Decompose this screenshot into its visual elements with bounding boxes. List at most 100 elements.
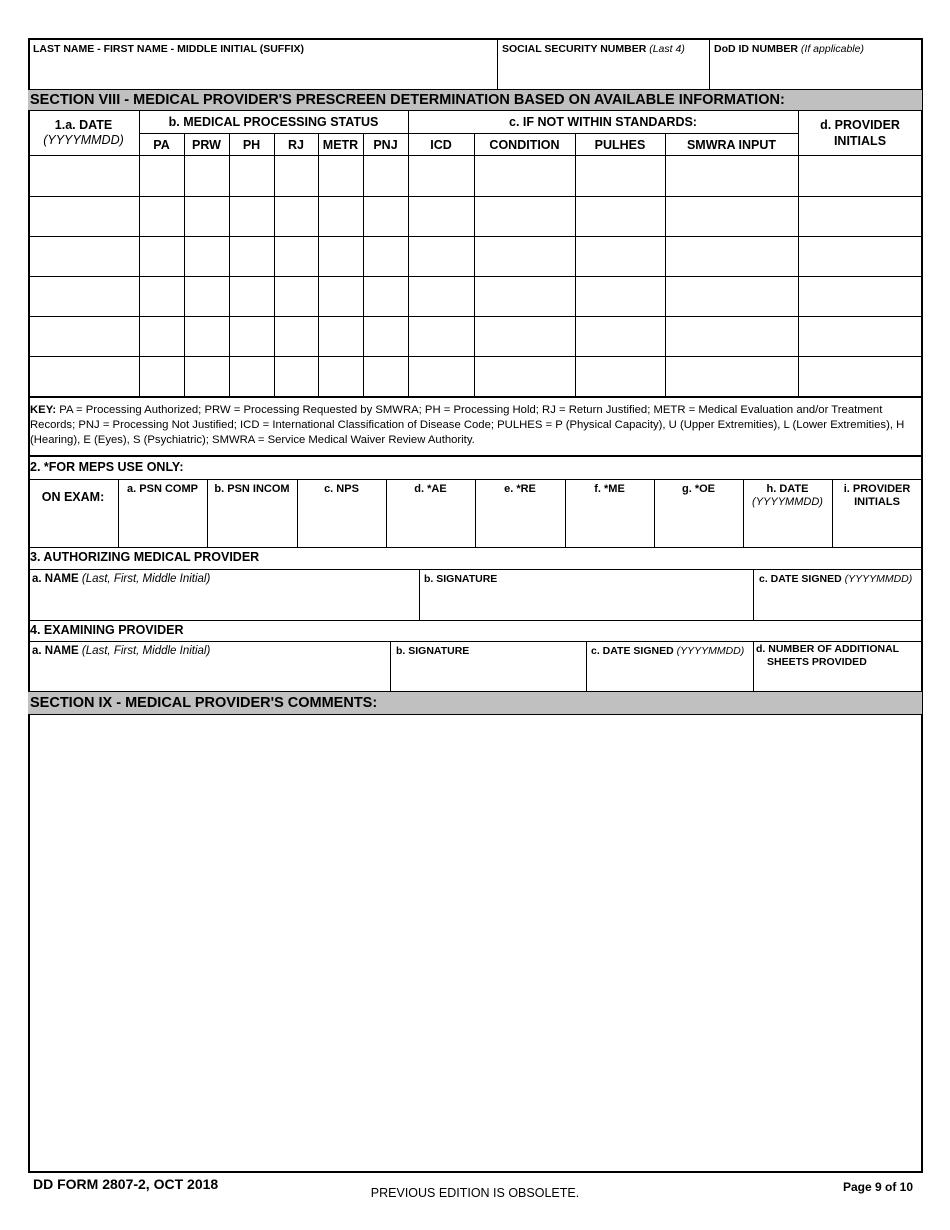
table-cell[interactable] xyxy=(275,357,317,395)
meps-field[interactable] xyxy=(208,512,296,546)
table-cell[interactable] xyxy=(29,237,138,275)
dod-id-field[interactable] xyxy=(711,58,921,88)
table-cell[interactable] xyxy=(185,357,228,395)
table-cell[interactable] xyxy=(799,317,921,355)
table-cell[interactable] xyxy=(475,277,574,315)
table-cell[interactable] xyxy=(230,156,273,195)
auth-name-field[interactable] xyxy=(30,588,418,619)
table-cell[interactable] xyxy=(319,237,362,275)
table-cell[interactable] xyxy=(799,156,921,195)
table-cell[interactable] xyxy=(140,156,183,195)
table-cell[interactable] xyxy=(666,237,797,275)
auth-name-text: a. NAME xyxy=(32,573,79,585)
table-cell[interactable] xyxy=(185,317,228,355)
table-cell[interactable] xyxy=(475,357,574,395)
table-cell[interactable] xyxy=(576,197,664,235)
table-cell[interactable] xyxy=(364,156,407,195)
table-cell[interactable] xyxy=(319,357,362,395)
auth-date-field[interactable] xyxy=(755,588,921,619)
table-cell[interactable] xyxy=(409,197,473,235)
sheets-count-field[interactable] xyxy=(755,668,921,690)
table-cell[interactable] xyxy=(475,197,574,235)
exam-name-field[interactable] xyxy=(30,661,389,690)
ssn-field[interactable] xyxy=(499,58,708,88)
table-cell[interactable] xyxy=(576,237,664,275)
table-cell[interactable] xyxy=(475,317,574,355)
exam-signature-field[interactable] xyxy=(392,661,585,690)
table-cell[interactable] xyxy=(230,197,273,235)
table-cell[interactable] xyxy=(29,277,138,315)
divider xyxy=(28,155,922,156)
meps-field[interactable] xyxy=(655,512,742,546)
table-cell[interactable] xyxy=(409,277,473,315)
table-cell[interactable] xyxy=(364,317,407,355)
table-cell[interactable] xyxy=(275,237,317,275)
table-cell[interactable] xyxy=(140,277,183,315)
divider xyxy=(139,110,140,396)
meps-field[interactable] xyxy=(387,512,474,546)
table-cell[interactable] xyxy=(140,197,183,235)
meps-field[interactable] xyxy=(566,512,653,546)
table-cell[interactable] xyxy=(364,277,407,315)
table-cell[interactable] xyxy=(185,197,228,235)
table-cell[interactable] xyxy=(230,237,273,275)
auth-signature-field[interactable] xyxy=(421,588,752,619)
table-cell[interactable] xyxy=(319,317,362,355)
comments-field[interactable] xyxy=(30,716,921,1171)
table-cell[interactable] xyxy=(29,357,138,395)
table-cell[interactable] xyxy=(799,357,921,395)
table-cell[interactable] xyxy=(319,156,362,195)
auth-date-hint: (YYYYMMDD) xyxy=(844,573,913,585)
table-cell[interactable] xyxy=(666,277,797,315)
ssn-hint: (Last 4) xyxy=(649,43,685,55)
table-cell[interactable] xyxy=(475,156,574,195)
table-cell[interactable] xyxy=(230,317,273,355)
table-cell[interactable] xyxy=(275,156,317,195)
table-cell[interactable] xyxy=(364,197,407,235)
table-cell[interactable] xyxy=(275,317,317,355)
table-cell[interactable] xyxy=(576,277,664,315)
meps-col-label: e. *RE xyxy=(504,483,536,495)
table-cell[interactable] xyxy=(29,317,138,355)
table-cell[interactable] xyxy=(275,277,317,315)
table-cell[interactable] xyxy=(140,237,183,275)
table-cell[interactable] xyxy=(799,197,921,235)
table-cell[interactable] xyxy=(666,357,797,395)
table-cell[interactable] xyxy=(799,277,921,315)
table-cell[interactable] xyxy=(666,197,797,235)
table-cell[interactable] xyxy=(475,237,574,275)
table-cell[interactable] xyxy=(409,156,473,195)
table-cell[interactable] xyxy=(185,156,228,195)
meps-field[interactable] xyxy=(298,512,385,546)
meps-field[interactable] xyxy=(833,512,921,546)
meps-field[interactable] xyxy=(744,512,831,546)
table-cell[interactable] xyxy=(364,357,407,395)
table-cell[interactable] xyxy=(799,237,921,275)
table-cell[interactable] xyxy=(409,357,473,395)
table-cell[interactable] xyxy=(666,156,797,195)
table-cell[interactable] xyxy=(185,237,228,275)
table-cell[interactable] xyxy=(666,317,797,355)
table-cell[interactable] xyxy=(275,197,317,235)
table-cell[interactable] xyxy=(29,197,138,235)
table-cell[interactable] xyxy=(185,277,228,315)
name-field[interactable] xyxy=(30,58,496,88)
table-cell[interactable] xyxy=(576,156,664,195)
table-cell[interactable] xyxy=(29,156,138,195)
table-cell[interactable] xyxy=(576,357,664,395)
exam-date-text: c. DATE SIGNED xyxy=(591,645,674,657)
table-cell[interactable] xyxy=(409,317,473,355)
table-cell[interactable] xyxy=(319,277,362,315)
table-cell[interactable] xyxy=(140,317,183,355)
table-cell[interactable] xyxy=(409,237,473,275)
column-header-pnj: PNJ xyxy=(373,138,398,152)
table-cell[interactable] xyxy=(364,237,407,275)
table-cell[interactable] xyxy=(576,317,664,355)
table-cell[interactable] xyxy=(140,357,183,395)
table-cell[interactable] xyxy=(319,197,362,235)
table-cell[interactable] xyxy=(230,357,273,395)
exam-date-field[interactable] xyxy=(588,661,752,690)
meps-field[interactable] xyxy=(119,512,206,546)
table-cell[interactable] xyxy=(230,277,273,315)
meps-field[interactable] xyxy=(476,512,564,546)
